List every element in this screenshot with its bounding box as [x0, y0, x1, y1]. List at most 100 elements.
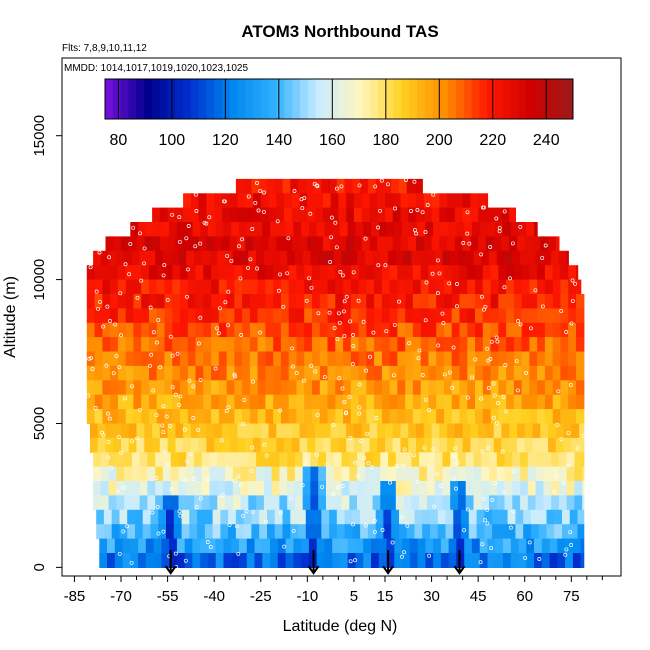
- heatmap-cell: [346, 236, 355, 252]
- heatmap-cell: [138, 222, 147, 237]
- heatmap-cell: [209, 495, 218, 511]
- heatmap-cell: [520, 250, 529, 266]
- heatmap-cell: [287, 481, 296, 496]
- sample-point: [490, 498, 495, 503]
- heatmap-cell: [149, 351, 158, 367]
- heatmap-cell: [552, 279, 562, 295]
- heatmap-cell: [248, 250, 257, 266]
- sample-point: [194, 505, 199, 509]
- sample-point: [109, 465, 114, 470]
- heatmap-cell: [467, 337, 476, 353]
- heatmap-cell: [544, 409, 554, 425]
- heatmap-cell: [335, 394, 344, 410]
- heatmap-cell: [226, 365, 235, 381]
- heatmap-cell: [568, 365, 577, 381]
- heatmap-cell: [422, 509, 431, 525]
- heatmap-cell: [560, 322, 569, 338]
- heatmap-cell: [343, 279, 352, 295]
- heatmap-cell: [355, 553, 364, 568]
- sample-point: [570, 278, 575, 283]
- heatmap-cell: [156, 351, 166, 367]
- heatmap-cell: [381, 337, 391, 353]
- heatmap-cell: [357, 495, 366, 511]
- heatmap-cell: [366, 294, 375, 309]
- heatmap-cell: [451, 380, 461, 396]
- heatmap-cell: [203, 308, 212, 324]
- heatmap-cell: [274, 524, 284, 540]
- heatmap-cell: [127, 509, 136, 525]
- heatmap-cell: [426, 250, 436, 266]
- heatmap-cell: [489, 495, 498, 511]
- heatmap-cell: [557, 553, 566, 568]
- heatmap-cell: [367, 524, 377, 540]
- heatmap-cell: [206, 236, 215, 252]
- heatmap-cell: [327, 265, 336, 281]
- heatmap-cell: [417, 538, 426, 554]
- heatmap-cell: [204, 524, 214, 540]
- heatmap-cell: [262, 222, 271, 237]
- sample-point: [524, 370, 529, 375]
- heatmap-cell: [139, 250, 148, 266]
- heatmap-cell: [350, 337, 360, 353]
- sample-point: [489, 546, 494, 551]
- heatmap-cell: [408, 437, 417, 453]
- heatmap-cell: [346, 193, 355, 209]
- heatmap-cell: [506, 294, 515, 309]
- heatmap-cell: [529, 409, 538, 425]
- heatmap-cell: [94, 365, 103, 381]
- sample-point: [89, 355, 93, 360]
- sample-point: [232, 478, 237, 483]
- heatmap-cell: [521, 294, 530, 309]
- colorbar-swatch: [362, 79, 371, 119]
- heatmap-cell: [206, 423, 215, 439]
- sample-point: [401, 463, 406, 468]
- heatmap-cell: [566, 250, 569, 266]
- heatmap-cell: [513, 394, 523, 410]
- heatmap-cell: [149, 308, 158, 324]
- heatmap-cell: [512, 466, 521, 482]
- heatmap-cell: [301, 553, 310, 568]
- heatmap-cell: [431, 207, 440, 223]
- heatmap-cell: [535, 452, 544, 468]
- sample-point: [339, 184, 344, 189]
- heatmap-cell: [296, 322, 305, 338]
- heatmap-cell: [296, 294, 305, 309]
- heatmap-cell: [495, 553, 504, 568]
- heatmap-cell: [347, 538, 357, 554]
- heatmap-cell: [448, 222, 457, 237]
- heatmap-cell: [296, 394, 305, 410]
- heatmap-cell: [392, 193, 402, 209]
- heatmap-cell: [232, 466, 242, 482]
- sample-point: [198, 496, 203, 501]
- heatmap-cell: [371, 553, 380, 568]
- heatmap-cell: [235, 509, 245, 525]
- heatmap-cell: [506, 409, 515, 425]
- colorbar-tick-label: 200: [426, 132, 453, 149]
- heatmap-cell: [436, 308, 445, 324]
- sample-point: [193, 244, 198, 249]
- heatmap-cell: [444, 322, 453, 338]
- heatmap-cell: [447, 437, 456, 453]
- heatmap-cell: [280, 265, 290, 281]
- heatmap-cell: [487, 553, 496, 568]
- heatmap-cell: [558, 466, 568, 482]
- heatmap-cell: [451, 294, 461, 309]
- sample-point: [357, 183, 362, 188]
- heatmap-cell: [228, 524, 237, 540]
- heatmap-cell: [304, 365, 313, 381]
- heatmap-cell: [192, 222, 201, 237]
- sample-point: [161, 430, 166, 435]
- heatmap-cell: [279, 452, 288, 468]
- heatmap-cell: [204, 509, 214, 525]
- sample-point: [508, 276, 512, 281]
- heatmap-cell: [164, 279, 173, 295]
- colorbar-swatch: [339, 79, 348, 119]
- heatmap-cell: [276, 207, 285, 223]
- sample-point: [552, 489, 557, 494]
- sample-point: [329, 235, 334, 240]
- heatmap-cell: [172, 279, 181, 295]
- heatmap-cell: [521, 351, 530, 367]
- heatmap-cell: [124, 250, 133, 266]
- heatmap-cell: [159, 423, 169, 439]
- sample-point: [423, 397, 428, 402]
